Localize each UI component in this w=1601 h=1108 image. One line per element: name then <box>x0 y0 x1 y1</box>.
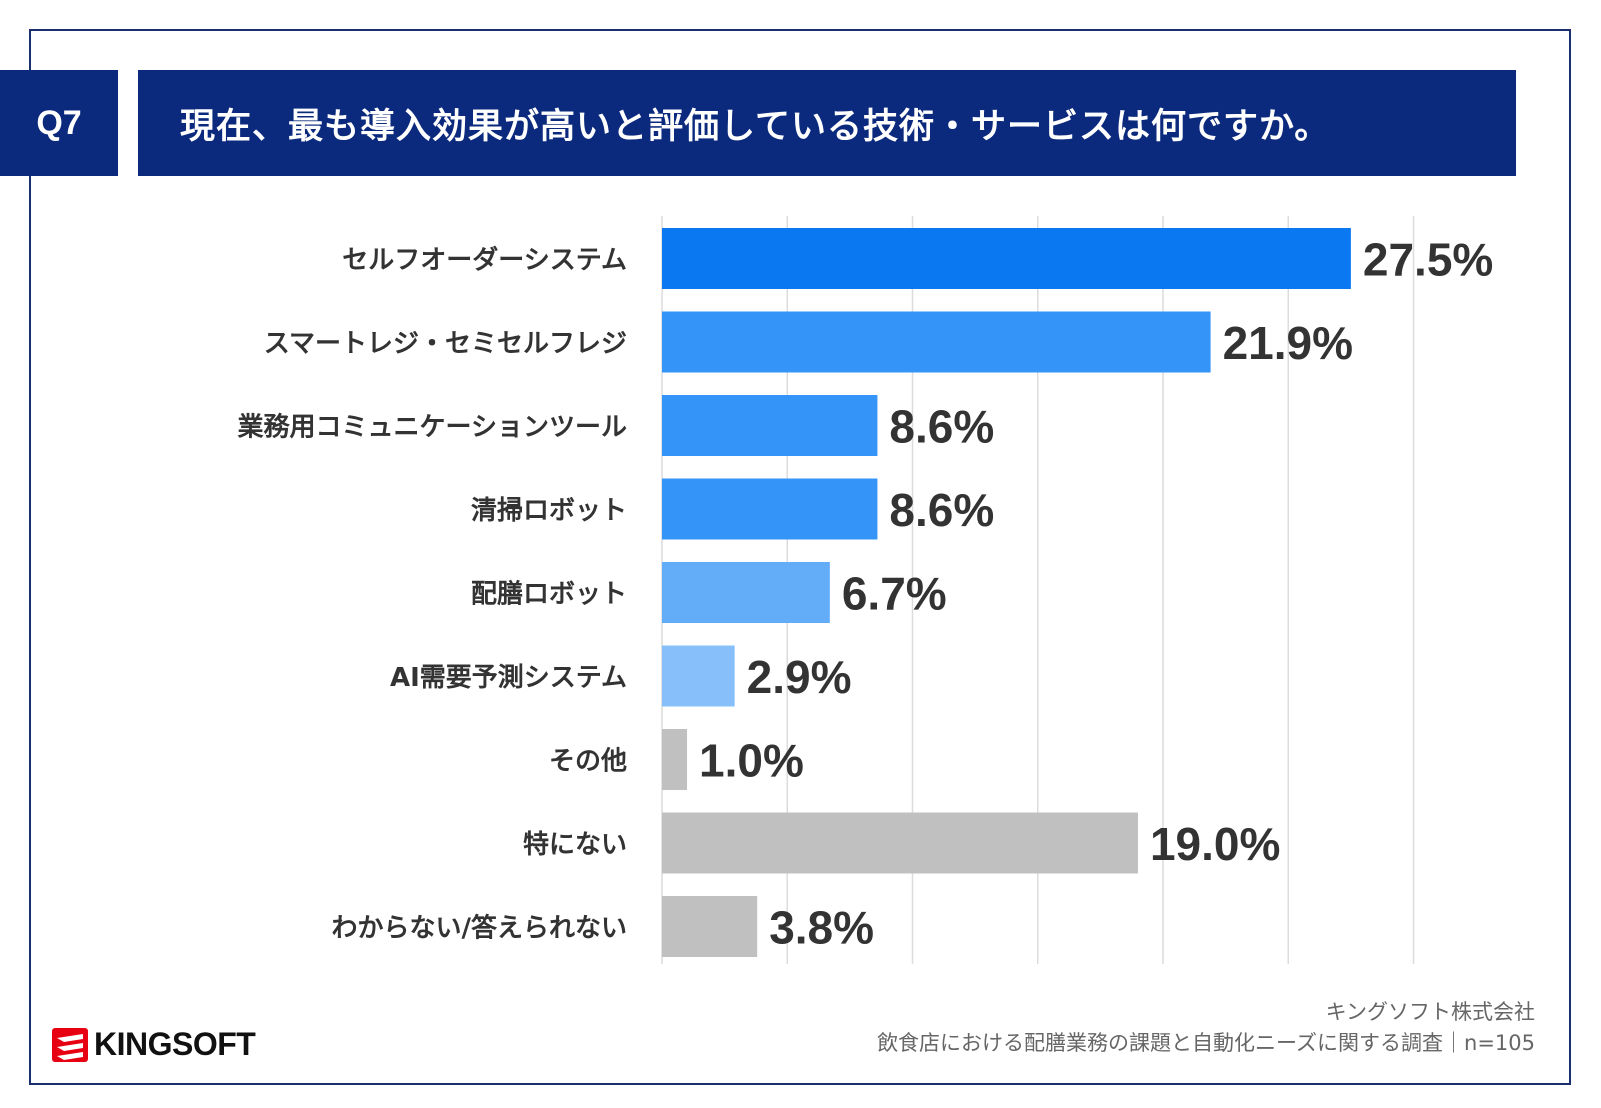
category-label: その他 <box>549 747 627 777</box>
category-label: 配膳ロボット <box>471 580 627 610</box>
bar <box>662 311 1211 373</box>
value-label: 6.7% <box>842 568 947 620</box>
logo-text: KINGSOFT <box>94 1026 256 1062</box>
category-label: AI需要予測システム <box>390 663 627 693</box>
bar <box>662 645 735 707</box>
value-label: 19.0% <box>1150 818 1280 870</box>
bar <box>662 395 878 456</box>
chart-category-labels: セルフオーダーシステムスマートレジ・セミセルフレジ業務用コミュニケーションツール… <box>238 245 627 944</box>
kingsoft-logo-icon <box>52 1027 88 1062</box>
category-label: 清掃ロボット <box>471 496 627 526</box>
bar <box>662 729 688 790</box>
bar <box>662 228 1351 289</box>
chart-bars <box>662 228 1351 957</box>
bar <box>662 478 878 540</box>
category-label: 業務用コミュニケーションツール <box>238 413 627 443</box>
category-label: わからない/答えられない <box>332 913 628 944</box>
chart-value-labels: 27.5%21.9% 8.6% 8.6% 6.7% 2.9% 1.0% 19.0% 3.8% <box>699 234 1493 954</box>
question-title: 現在、最も導入効果が高いと評価している技術・サービスは何ですか。 <box>138 70 1516 176</box>
value-label: 3.8% <box>769 902 874 954</box>
value-label: 27.5% <box>1363 234 1493 286</box>
value-label: 8.6% <box>889 484 994 536</box>
kingsoft-logo: KINGSOFT <box>52 1026 256 1063</box>
footer-survey-info: 飲食店における配膳業務の課題と自動化ニーズに関する調査｜n=105 <box>877 1031 1535 1055</box>
value-label: 1.0% <box>699 735 804 787</box>
chart-frame <box>29 29 1571 1085</box>
bar <box>662 562 830 623</box>
bar <box>662 896 758 957</box>
question-number-badge: Q7 <box>0 70 118 176</box>
value-label: 2.9% <box>747 651 852 703</box>
footer-company: キングソフト株式会社 <box>1325 1000 1535 1024</box>
category-label: セルフオーダーシステム <box>342 245 627 276</box>
category-label: 特にない <box>523 829 627 860</box>
category-label: スマートレジ・セミセルフレジ <box>264 329 627 359</box>
value-label: 21.9% <box>1223 317 1353 369</box>
value-label: 8.6% <box>889 401 994 453</box>
bar <box>662 812 1138 874</box>
